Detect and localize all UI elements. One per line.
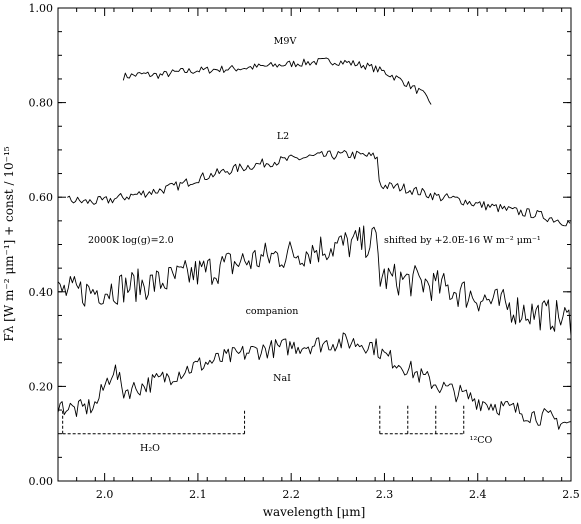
series-line-0 — [122, 57, 432, 105]
label-h2o: H₂O — [140, 443, 160, 454]
y-tick-label: 0.60 — [29, 191, 54, 204]
y-tick-label: 0.40 — [29, 286, 54, 299]
y-tick-label: 0.00 — [29, 475, 54, 488]
band-markers — [62, 405, 465, 435]
series-group — [57, 57, 572, 430]
label-model: 2000K log(g)=2.0 — [88, 235, 174, 246]
y-tick-label: 0.20 — [29, 380, 54, 393]
x-tick-label: 2.3 — [376, 488, 394, 501]
x-tick-label: 2.2 — [282, 488, 300, 501]
label-l2: L2 — [277, 131, 289, 142]
y-tick-label: 1.00 — [29, 2, 54, 15]
x-axis-title: wavelength [μm] — [263, 505, 366, 519]
series-line-3 — [57, 332, 572, 430]
y-tick-label: 0.80 — [29, 97, 54, 110]
label-companion: companion — [246, 306, 299, 317]
label-m9v: M9V — [274, 36, 297, 47]
x-tick-label: 2.0 — [96, 488, 114, 501]
x-tick-label: 2.5 — [562, 488, 580, 501]
x-tick-label: 2.1 — [189, 488, 207, 501]
label-co: ¹²CO — [470, 435, 493, 446]
label-shift: shifted by +2.0E-16 W m⁻² μm⁻¹ — [384, 235, 541, 246]
y-axis-title: Fλ [W m⁻² μm⁻¹] + const / 10⁻¹⁵ — [2, 146, 16, 341]
series-line-2 — [57, 225, 572, 337]
axis-ticks — [57, 7, 572, 482]
label-nai: NaI — [273, 373, 291, 384]
tick-labels: 2.0 2.1 2.2 2.3 2.4 2.5 0.00 0.20 0.40 0.60 0.80 1.… — [29, 2, 580, 501]
x-tick-label: 2.4 — [469, 488, 487, 501]
series-line-1 — [67, 150, 571, 227]
